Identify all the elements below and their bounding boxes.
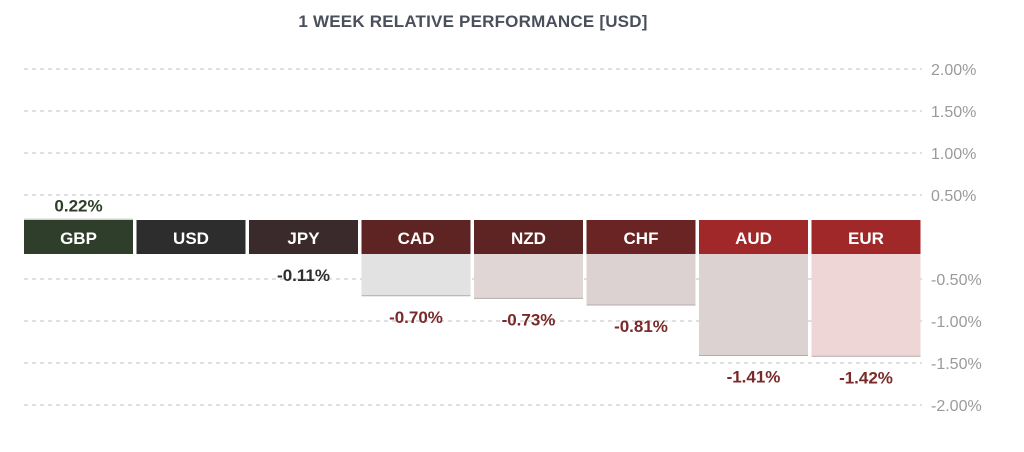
bar xyxy=(361,254,471,296)
data-label: -0.11% xyxy=(277,266,330,285)
category-label: JPY xyxy=(287,229,320,248)
data-label: -1.42% xyxy=(839,368,893,387)
bar xyxy=(586,254,696,306)
category-label: CHF xyxy=(624,229,659,248)
category-box xyxy=(474,220,583,254)
bar xyxy=(474,254,583,299)
y-tick-label: -0.50% xyxy=(931,272,982,289)
category-box xyxy=(249,220,358,254)
category-box xyxy=(24,220,133,254)
category-label: GBP xyxy=(60,229,97,248)
bar xyxy=(699,254,808,356)
data-label: -1.41% xyxy=(727,367,781,386)
category-label: NZD xyxy=(511,229,546,248)
y-tick-label: 1.00% xyxy=(931,146,976,163)
data-label: -0.81% xyxy=(614,317,668,336)
category-label: EUR xyxy=(848,229,884,248)
category-box xyxy=(699,220,808,254)
data-label: 0.22% xyxy=(54,197,102,216)
y-tick-label: 0.50% xyxy=(931,188,976,205)
category-box xyxy=(136,220,246,254)
y-tick-label: -1.50% xyxy=(931,356,982,373)
category-label: USD xyxy=(173,229,209,248)
category-box xyxy=(586,220,696,254)
chart-title: 1 WEEK RELATIVE PERFORMANCE [USD] xyxy=(298,12,648,31)
category-box xyxy=(361,220,471,254)
y-tick-label: -2.00% xyxy=(931,398,982,415)
data-label: -0.70% xyxy=(389,308,443,327)
y-tick-label: -1.00% xyxy=(931,314,982,331)
y-tick-label: 1.50% xyxy=(931,104,976,121)
category-label: CAD xyxy=(398,229,435,248)
data-label: -0.73% xyxy=(502,310,556,329)
category-label: AUD xyxy=(735,229,772,248)
y-tick-label: 2.00% xyxy=(931,62,976,79)
category-box xyxy=(811,220,921,254)
bar xyxy=(811,254,921,357)
bar xyxy=(24,218,133,220)
